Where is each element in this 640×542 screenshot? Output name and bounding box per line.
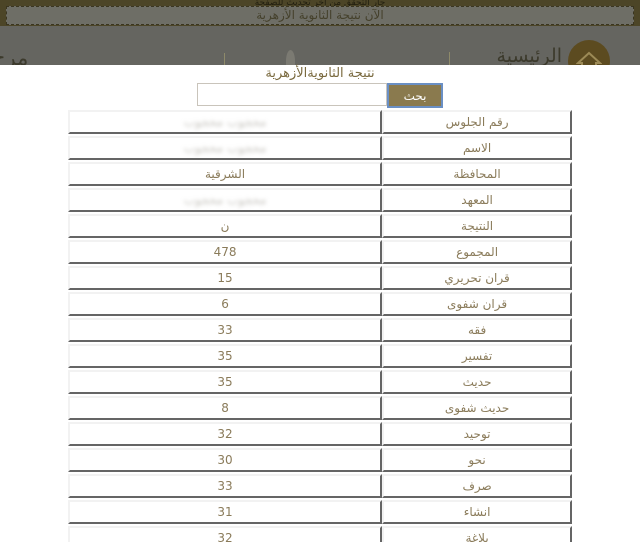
table-row: رقم الجلوس محجوب محجوب <box>68 110 572 134</box>
table-row: الاسم محجوب محجوب <box>68 136 572 160</box>
result-row-label: رقم الجلوس <box>382 110 572 134</box>
nav-divider-secondary <box>224 53 225 65</box>
nav-ornament-icon <box>286 50 295 65</box>
result-row-value: 35 <box>68 344 383 368</box>
search-input[interactable] <box>197 83 387 106</box>
result-row-value: 478 <box>68 240 383 264</box>
result-row-value: 31 <box>68 500 383 524</box>
result-row-label: توحيد <box>382 422 572 446</box>
table-row: صرف 33 <box>68 474 572 498</box>
result-row-value: 35 <box>68 370 383 394</box>
result-row-label: صرف <box>382 474 572 498</box>
result-row-value: 15 <box>68 266 383 290</box>
search-form: بحث <box>0 83 640 108</box>
nav-item-partial[interactable]: مرح <box>0 46 29 65</box>
result-table-body: رقم الجلوس محجوب محجوب الاسم محجوب محجوب الم… <box>68 110 572 542</box>
result-row-label: حديث <box>382 370 572 394</box>
result-row-value: محجوب محجوب <box>68 110 383 134</box>
result-row-value: 8 <box>68 396 383 420</box>
result-row-value: 32 <box>68 422 383 446</box>
page-title: نتيجة الثانويةالأزهرية <box>265 66 375 81</box>
result-row-label: تفسير <box>382 344 572 368</box>
table-row: فقه 33 <box>68 318 572 342</box>
search-button[interactable]: بحث <box>387 83 443 108</box>
table-row: المعهد محجوب محجوب <box>68 188 572 212</box>
result-row-value: 30 <box>68 448 383 472</box>
result-row-value: ن <box>68 214 383 238</box>
result-row-value: 6 <box>68 292 383 316</box>
result-row-value: 33 <box>68 318 383 342</box>
result-row-value: محجوب محجوب <box>68 136 383 160</box>
site-nav: الرئيسية مرح <box>0 26 640 65</box>
table-row: تفسير 35 <box>68 344 572 368</box>
result-row-label: المعهد <box>382 188 572 212</box>
result-table: رقم الجلوس محجوب محجوب الاسم محجوب محجوب الم… <box>68 108 572 542</box>
result-row-label: نحو <box>382 448 572 472</box>
result-row-label: النتيجة <box>382 214 572 238</box>
nav-item-home[interactable]: الرئيسية <box>496 45 562 65</box>
table-row: انشاء 31 <box>68 500 572 524</box>
notification-bar: جار التحقق من اخر تحديث للصفحة الآن نتيج… <box>0 0 640 26</box>
table-row: حديث 35 <box>68 370 572 394</box>
site-header: الرئيسية مرح <box>0 26 640 65</box>
result-row-label: المجموع <box>382 240 572 264</box>
table-row: نحو 30 <box>68 448 572 472</box>
table-row: قران تحريري 15 <box>68 266 572 290</box>
table-row: قران شفوى 6 <box>68 292 572 316</box>
redacted-value: محجوب محجوب <box>183 141 267 155</box>
redacted-value: محجوب محجوب <box>183 115 267 129</box>
result-row-label: الاسم <box>382 136 572 160</box>
table-row: توحيد 32 <box>68 422 572 446</box>
result-row-label: انشاء <box>382 500 572 524</box>
table-row: حديث شفوى 8 <box>68 396 572 420</box>
result-row-label: قران شفوى <box>382 292 572 316</box>
result-row-label: قران تحريري <box>382 266 572 290</box>
result-row-label: بلاغة <box>382 526 572 542</box>
result-row-value: 32 <box>68 526 383 542</box>
result-row-value: الشرقية <box>68 162 383 186</box>
home-logo-icon[interactable] <box>568 40 610 65</box>
table-row: المحافظة الشرقية <box>68 162 572 186</box>
result-row-value: 33 <box>68 474 383 498</box>
table-row: المجموع 478 <box>68 240 572 264</box>
table-row: النتيجة ن <box>68 214 572 238</box>
result-row-label: حديث شفوى <box>382 396 572 420</box>
table-row: بلاغة 32 <box>68 526 572 542</box>
notification-dashed-frame <box>6 6 634 25</box>
result-row-label: المحافظة <box>382 162 572 186</box>
nav-divider <box>449 52 450 65</box>
notification-status-text: جار التحقق من اخر تحديث للصفحة <box>254 0 386 8</box>
result-row-value: محجوب محجوب <box>68 188 383 212</box>
redacted-value: محجوب محجوب <box>183 193 267 207</box>
result-row-label: فقه <box>382 318 572 342</box>
notification-headline-text: الآن نتيجة الثانوية الأزهرية <box>256 8 384 22</box>
